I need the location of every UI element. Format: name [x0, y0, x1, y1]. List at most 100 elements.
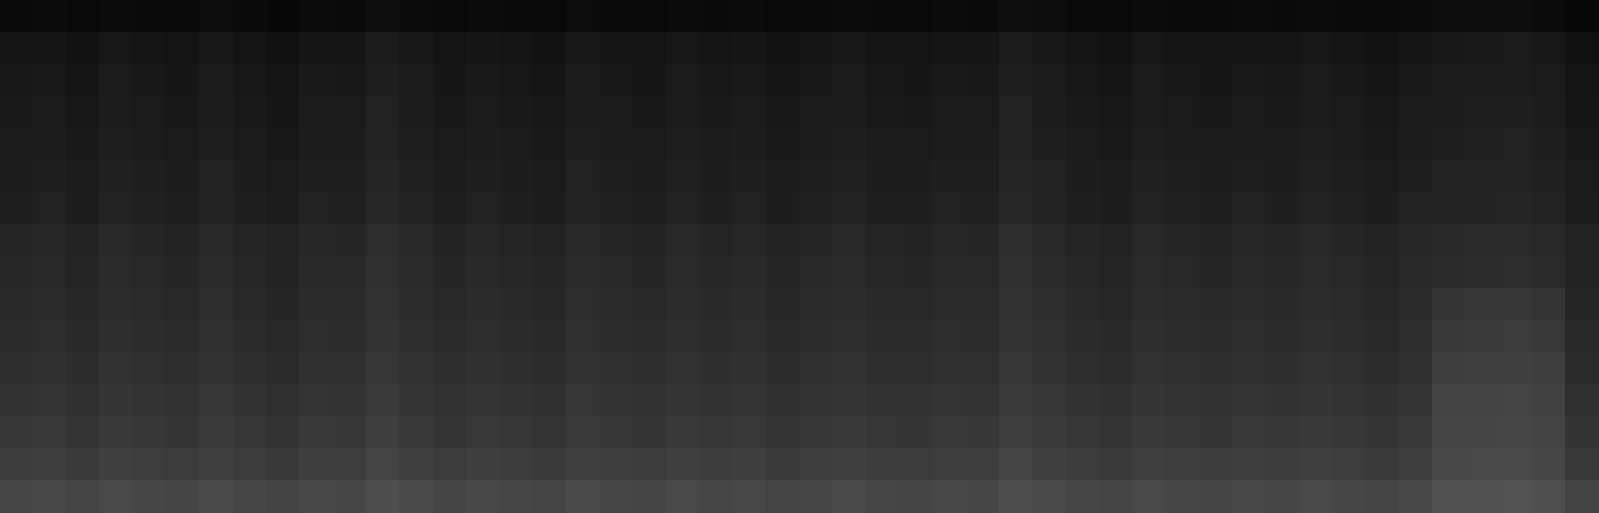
cell — [133, 320, 166, 352]
cell — [333, 96, 366, 128]
cell — [66, 384, 99, 416]
cell — [399, 480, 433, 513]
cell — [433, 224, 466, 256]
cell — [199, 416, 233, 448]
cell — [366, 320, 399, 352]
cell — [1265, 448, 1299, 480]
cell — [1199, 256, 1232, 288]
cell — [199, 192, 233, 224]
cell — [666, 288, 699, 320]
cell — [566, 224, 599, 256]
cell — [66, 192, 99, 224]
cell — [999, 416, 1032, 448]
cell — [732, 32, 766, 64]
cell — [899, 352, 932, 384]
cell — [1499, 32, 1532, 64]
cell — [1165, 32, 1199, 64]
cell — [966, 128, 999, 160]
cell — [66, 128, 99, 160]
cell — [299, 96, 333, 128]
cell — [1465, 384, 1499, 416]
cell — [1099, 416, 1132, 448]
cell — [799, 352, 832, 384]
cell — [566, 480, 599, 513]
cell — [999, 320, 1032, 352]
cell — [1165, 160, 1199, 192]
cell — [1432, 256, 1465, 288]
cell — [599, 352, 632, 384]
background — [0, 0, 1599, 513]
cell — [832, 0, 866, 32]
cell — [1232, 96, 1265, 128]
cell — [1032, 320, 1066, 352]
cell — [0, 192, 33, 224]
cell — [666, 480, 699, 513]
cell — [1465, 32, 1499, 64]
cell — [866, 384, 899, 416]
cell — [199, 32, 233, 64]
cell — [1165, 64, 1199, 96]
cell — [499, 192, 533, 224]
cell — [366, 256, 399, 288]
cell — [566, 192, 599, 224]
cell — [333, 224, 366, 256]
cell — [1365, 224, 1399, 256]
cell — [1465, 480, 1499, 513]
cell — [66, 480, 99, 513]
cell — [1465, 128, 1499, 160]
cell — [0, 32, 33, 64]
cell — [99, 320, 133, 352]
cell — [66, 288, 99, 320]
cell — [33, 32, 66, 64]
cell — [699, 352, 732, 384]
cell — [1399, 320, 1432, 352]
cell — [199, 160, 233, 192]
cell — [1332, 448, 1365, 480]
cell — [1165, 288, 1199, 320]
cell — [266, 32, 299, 64]
cell — [233, 32, 266, 64]
cell — [233, 416, 266, 448]
cell — [1066, 32, 1099, 64]
cell — [732, 480, 766, 513]
cell — [199, 288, 233, 320]
cell — [966, 416, 999, 448]
cell — [1432, 192, 1465, 224]
cell — [632, 384, 666, 416]
cell — [699, 0, 732, 32]
cell — [466, 320, 499, 352]
cell — [999, 128, 1032, 160]
cell — [1499, 64, 1532, 96]
cell — [1165, 192, 1199, 224]
cell — [1432, 224, 1465, 256]
cell — [732, 160, 766, 192]
cell — [1232, 480, 1265, 513]
cell — [799, 32, 832, 64]
cell — [133, 128, 166, 160]
cell — [0, 480, 33, 513]
cell — [1165, 0, 1199, 32]
cell — [1132, 64, 1165, 96]
cell — [266, 128, 299, 160]
cell — [1299, 416, 1332, 448]
cell — [233, 224, 266, 256]
cell — [1432, 32, 1465, 64]
cell — [799, 448, 832, 480]
cell — [566, 160, 599, 192]
cell — [766, 160, 799, 192]
cell — [1332, 96, 1365, 128]
cell — [1165, 352, 1199, 384]
cell — [632, 96, 666, 128]
cell — [866, 448, 899, 480]
cell — [799, 0, 832, 32]
cell — [266, 0, 299, 32]
cell — [399, 32, 433, 64]
cell — [1032, 192, 1066, 224]
cell — [1132, 416, 1165, 448]
cell — [1499, 416, 1532, 448]
cell — [1299, 128, 1332, 160]
cell — [366, 288, 399, 320]
cell — [899, 0, 932, 32]
cell — [1332, 288, 1365, 320]
cell — [1332, 192, 1365, 224]
